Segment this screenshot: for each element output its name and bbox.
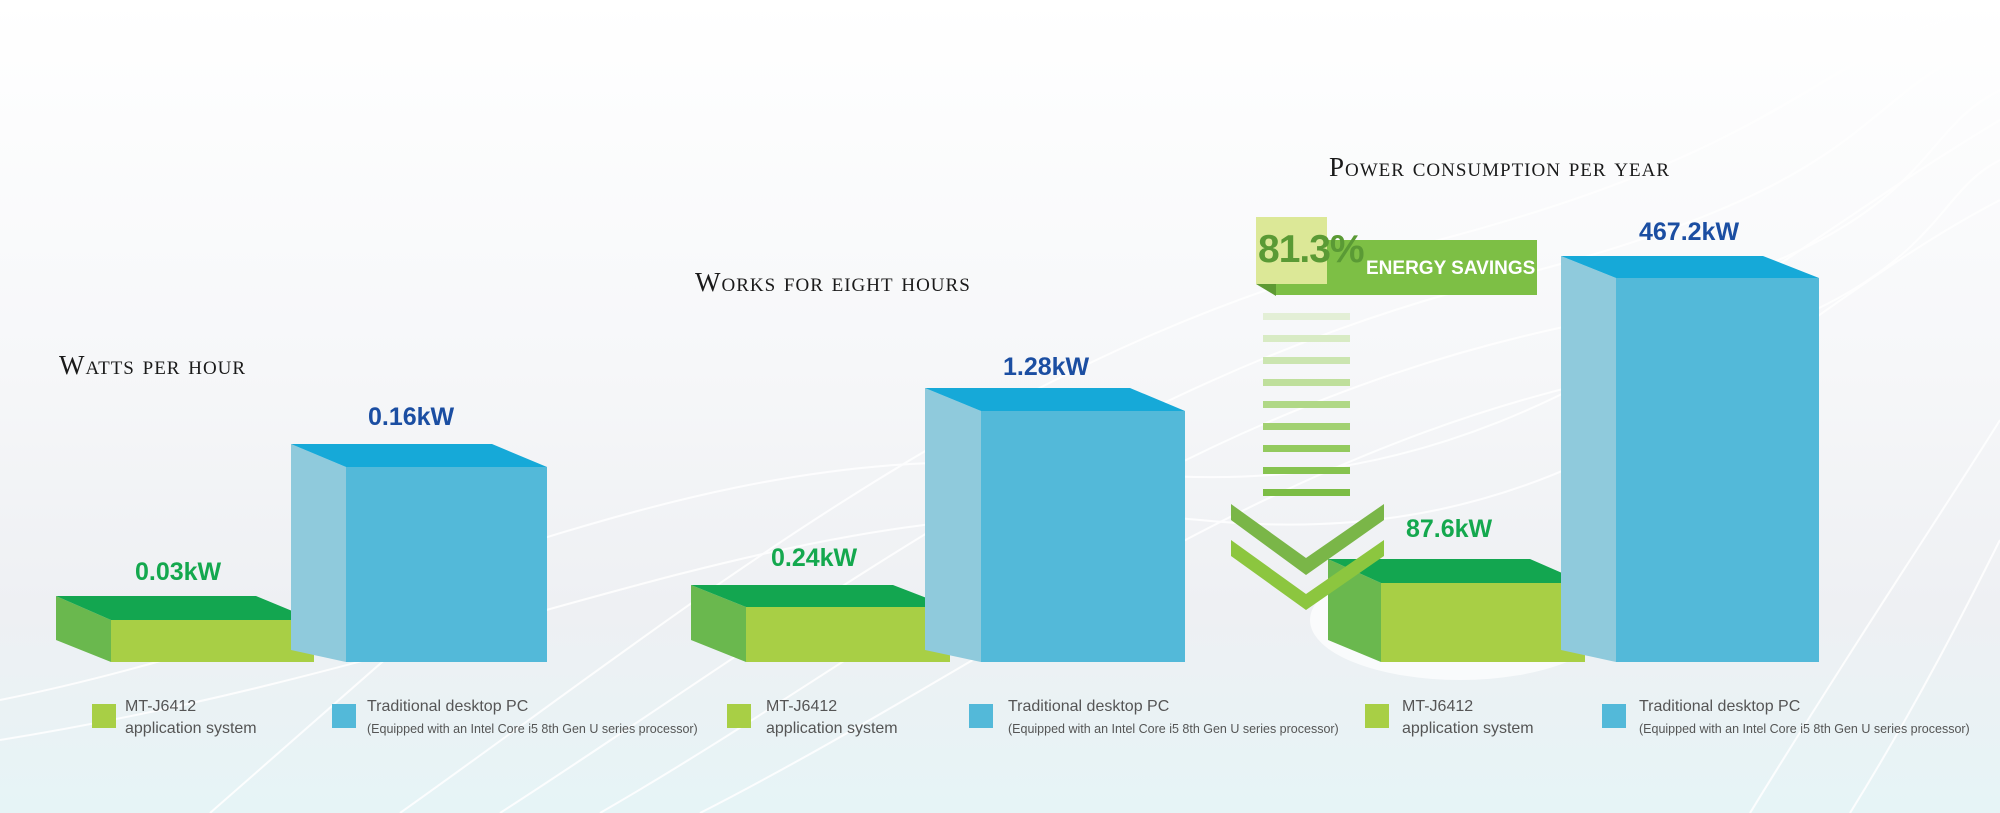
legend-swatch-mt bbox=[92, 704, 116, 728]
savings-label: ENERGY SAVINGS bbox=[1366, 258, 1536, 279]
legend-mt: MT-J6412 application system bbox=[766, 698, 898, 737]
legend-swatch-mt bbox=[1365, 704, 1389, 728]
savings-chevron-icon bbox=[1231, 504, 1384, 610]
savings-percent: 81.3% bbox=[1258, 228, 1365, 271]
bar-pc-per-year bbox=[1561, 256, 1819, 662]
value-label-pc-eight-hours: 1.28kW bbox=[1003, 353, 1090, 381]
savings-arrow-stripes bbox=[1263, 313, 1350, 496]
chart-title-watts-per-hour: Watts per hour bbox=[59, 350, 247, 380]
legend-mt: MT-J6412 application system bbox=[125, 698, 257, 737]
bar-pc-watts-per-hour bbox=[291, 444, 547, 662]
legend-swatch-pc bbox=[332, 704, 356, 728]
legend-pc: Traditional desktop PC (Equipped with an … bbox=[367, 698, 698, 736]
legend-pc: Traditional desktop PC (Equipped with an … bbox=[1639, 698, 1970, 736]
legend-swatch-mt bbox=[727, 704, 751, 728]
value-label-mt-watts: 0.03kW bbox=[135, 558, 222, 586]
legend-swatch-pc bbox=[969, 704, 993, 728]
energy-savings-badge bbox=[1256, 217, 1537, 296]
chart-title-per-year: Power consumption per year bbox=[1329, 152, 1671, 182]
value-label-mt-per-year: 87.6kW bbox=[1406, 515, 1493, 543]
value-label-pc-watts: 0.16kW bbox=[368, 403, 455, 431]
legend-mt: MT-J6412 application system bbox=[1402, 698, 1534, 737]
bar-mt-eight-hours bbox=[691, 585, 950, 662]
value-label-mt-eight-hours: 0.24kW bbox=[771, 544, 858, 572]
chart-title-eight-hours: Works for eight hours bbox=[695, 267, 971, 297]
bar-pc-eight-hours bbox=[925, 388, 1185, 662]
legend-swatch-pc bbox=[1602, 704, 1626, 728]
value-label-pc-per-year: 467.2kW bbox=[1639, 218, 1740, 246]
bar-mt-per-year bbox=[1310, 559, 1610, 680]
legend-pc: Traditional desktop PC (Equipped with an … bbox=[1008, 698, 1339, 736]
bar-mt-watts-per-hour bbox=[56, 596, 314, 662]
